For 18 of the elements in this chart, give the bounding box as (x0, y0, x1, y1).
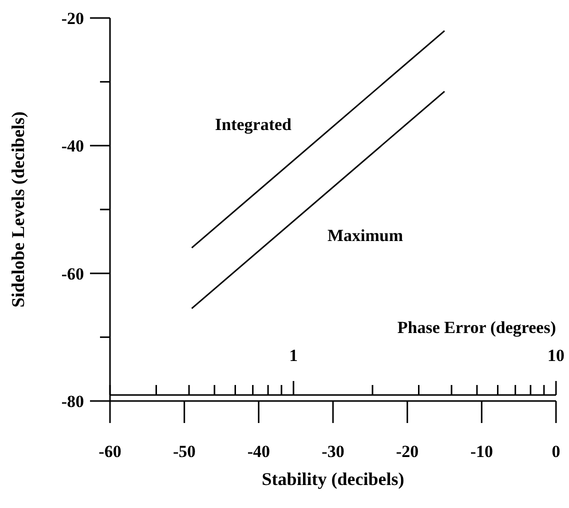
x-tick-label: -20 (396, 442, 419, 461)
y-tick-label: -20 (61, 8, 84, 28)
x-tick-label: -50 (172, 442, 196, 461)
x-tick-label: 0 (552, 442, 560, 461)
y-tick-label: -80 (61, 392, 84, 411)
x2-tick-label: 1 (289, 346, 298, 365)
x-tick-label: -10 (470, 442, 494, 461)
y-tick-label: -40 (61, 136, 84, 156)
y-tick-label: -60 (61, 264, 84, 284)
x2-tick-label: 10 (548, 346, 564, 365)
series-label: Integrated (215, 115, 292, 134)
x-tick-label: -30 (322, 442, 344, 461)
x-tick-label: -60 (98, 442, 122, 461)
x-tick-label: -40 (247, 442, 270, 461)
y-axis-title: Sidelobe Levels (decibels) (8, 112, 28, 308)
x-axis-title: Stability (decibels) (262, 469, 404, 489)
x2-axis-title: Phase Error (degrees) (397, 318, 556, 337)
series-label: Maximum (327, 226, 404, 245)
